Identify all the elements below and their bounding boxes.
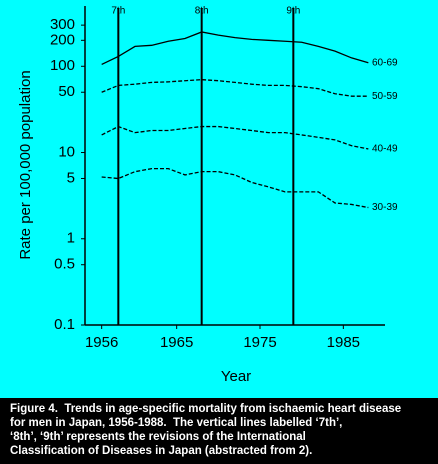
chart: Rate per 100,000 population Year 0.1 0.5 1… xyxy=(0,0,438,398)
caption-line: for men in Japan, 1956-1988. The vertica… xyxy=(10,417,343,429)
y-tick-label: 0.1 xyxy=(54,316,75,333)
y-tick-label: 1 xyxy=(67,230,75,247)
series-line xyxy=(101,168,369,209)
x-tick-label: 1956 xyxy=(85,334,118,351)
series-label: 50-59 xyxy=(372,91,398,102)
y-axis-label: Rate per 100,000 population xyxy=(17,70,34,259)
series-label: 40-49 xyxy=(372,144,398,155)
y-tick-label: 5 xyxy=(67,169,75,186)
series-label: 30-39 xyxy=(372,202,398,213)
y-tick-label: 0.5 xyxy=(54,256,75,273)
y-tick-label: 10 xyxy=(58,143,75,160)
caption-line: Figure 4. Trends in age-specific mortali… xyxy=(10,403,402,415)
plot-background xyxy=(0,0,438,398)
series-label: 60-69 xyxy=(372,57,398,68)
x-axis-label: Year xyxy=(221,368,251,385)
revision-label: 8th xyxy=(195,6,209,17)
x-tick-label: 1965 xyxy=(160,334,193,351)
y-tick-label: 50 xyxy=(58,83,75,100)
x-tick-label: 1975 xyxy=(243,334,276,351)
y-tick-label: 100 xyxy=(50,57,75,74)
caption-line: ‘8th’, ‘9th’ represents the revisions of… xyxy=(10,431,306,443)
x-tick-label: 1985 xyxy=(327,334,360,351)
caption-line: Classification of Diseases in Japan (abs… xyxy=(10,445,313,457)
revision-label: 9th xyxy=(286,6,300,17)
y-tick-label: 200 xyxy=(50,31,75,48)
series-line xyxy=(101,78,369,97)
revision-label: 7th xyxy=(111,6,125,17)
y-tick-label: 300 xyxy=(50,16,75,33)
caption: Figure 4. Trends in age-specific mortali… xyxy=(0,398,438,464)
series-line xyxy=(101,31,369,66)
